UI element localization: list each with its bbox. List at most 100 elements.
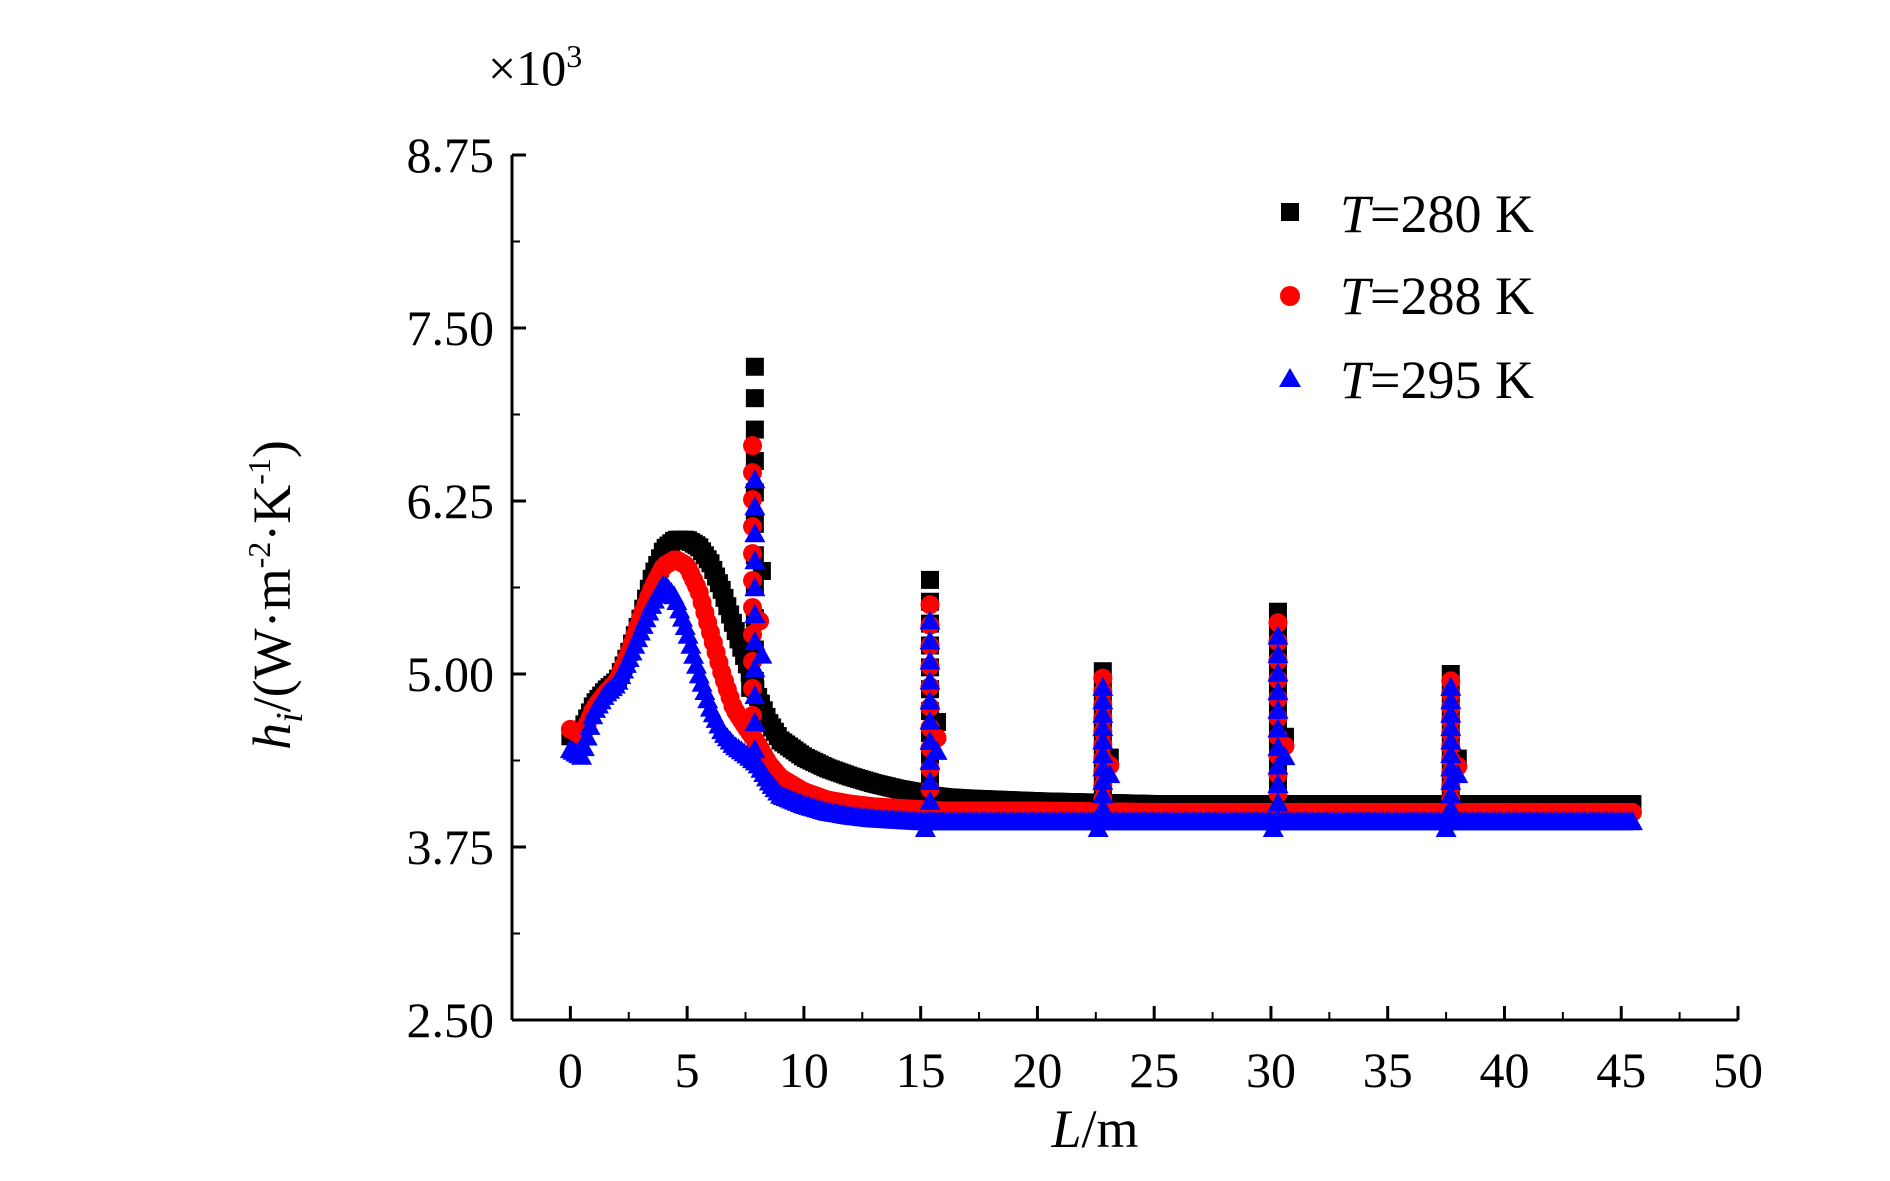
spike-point — [745, 420, 764, 439]
spike-point — [1440, 784, 1462, 804]
legend: T=280 K T=288 K T=295 K — [1279, 184, 1534, 410]
data-point — [1621, 811, 1643, 831]
spike-point — [1440, 730, 1462, 750]
spike-point — [1092, 717, 1114, 737]
spike-point — [1267, 773, 1289, 793]
spike-point — [745, 357, 764, 376]
spike-point — [744, 604, 766, 624]
y-tick-label: 7.50 — [407, 300, 495, 356]
x-tick-label: 40 — [1479, 1042, 1529, 1098]
y-tick-label: 6.25 — [407, 473, 495, 529]
spike-point — [744, 658, 766, 678]
spike-point — [926, 740, 948, 760]
spike-point — [1268, 613, 1288, 633]
spike-point — [1440, 797, 1462, 817]
spike-point — [739, 746, 761, 766]
spike-point — [1092, 730, 1114, 750]
spike-point — [1267, 644, 1289, 664]
spike-point — [1092, 703, 1114, 723]
spike-point — [1092, 784, 1114, 804]
spike-point — [1274, 746, 1296, 766]
y-tick-label: 5.00 — [407, 646, 495, 702]
spike-point — [1440, 717, 1462, 737]
spike-point — [1440, 690, 1462, 710]
spike-point — [1092, 797, 1114, 817]
spike-point — [1435, 818, 1457, 838]
y-multiplier-exponent: 3 — [566, 38, 582, 74]
spike-point — [919, 610, 941, 630]
spike-point — [1092, 676, 1114, 696]
spike-point — [1087, 818, 1109, 838]
spike-point — [920, 595, 940, 615]
spike-point — [1262, 818, 1284, 838]
data-point — [677, 624, 699, 644]
spike-point — [1447, 764, 1469, 784]
legend-label-288: T=288 K — [1340, 266, 1534, 326]
spike-point — [919, 710, 941, 730]
spike-point — [919, 690, 941, 710]
spike-point — [1267, 625, 1289, 645]
spike-point — [1440, 676, 1462, 696]
spike-point — [744, 685, 766, 705]
legend-label-280: T=280 K — [1340, 184, 1534, 244]
data-point — [683, 644, 705, 664]
spike-point — [1092, 690, 1114, 710]
spike-point — [744, 550, 766, 570]
spike-point — [914, 818, 936, 838]
spike-point — [743, 436, 763, 456]
axes: 0 5 10 15 20 25 30 35 40 45 50 2.50 3.75 5.00 6.25 7.5… — [407, 127, 1764, 1098]
spike-point — [1267, 662, 1289, 682]
x-tick-label: 50 — [1713, 1042, 1763, 1098]
spike-point — [744, 523, 766, 543]
y-axis-title: hi/(W·m-2·K-1) — [241, 440, 311, 750]
x-tick-label: 45 — [1596, 1042, 1646, 1098]
legend-label-295: T=295 K — [1340, 350, 1534, 410]
y-tick-label: 3.75 — [407, 819, 495, 875]
x-tick-label: 30 — [1246, 1042, 1296, 1098]
spike-point — [1440, 703, 1462, 723]
x-tick-label: 15 — [896, 1042, 946, 1098]
spike-point — [1092, 743, 1114, 763]
x-tick-label: 10 — [779, 1042, 829, 1098]
data-point — [576, 726, 598, 746]
legend-marker-288 — [1280, 286, 1300, 306]
legend-marker-280 — [1281, 203, 1299, 221]
data-point — [680, 634, 702, 654]
x-tick-label: 0 — [558, 1042, 583, 1098]
x-ticks: 0 5 10 15 20 25 30 35 40 45 50 — [511, 1006, 1763, 1098]
spike-point — [1267, 681, 1289, 701]
spike-point — [1267, 699, 1289, 719]
y-tick-label: 2.50 — [407, 992, 495, 1048]
y-ticks: 2.50 3.75 5.00 6.25 7.50 8.75 — [407, 127, 526, 1048]
spike-point — [745, 389, 764, 408]
spike-point — [919, 650, 941, 670]
spike-point — [1267, 718, 1289, 738]
x-tick-label: 35 — [1363, 1042, 1413, 1098]
spike-point — [744, 712, 766, 732]
y-multiplier: ×103 — [488, 38, 582, 96]
y-tick-label: 8.75 — [407, 127, 495, 183]
spike-point — [919, 770, 941, 790]
data-point — [573, 737, 595, 757]
legend-marker-295 — [1279, 368, 1301, 387]
spike-point — [1267, 792, 1289, 812]
spike-point — [919, 791, 941, 811]
spike-point — [751, 644, 773, 664]
spike-point — [919, 630, 941, 650]
series-2 — [559, 469, 1643, 838]
spike-point — [744, 469, 766, 489]
x-tick-label: 20 — [1012, 1042, 1062, 1098]
x-axis-title: L/m — [1050, 1099, 1138, 1159]
x-tick-label: 25 — [1129, 1042, 1179, 1098]
spike-point — [1440, 743, 1462, 763]
spike-point — [744, 631, 766, 651]
spike-point — [1099, 764, 1121, 784]
plot-area — [559, 357, 1643, 838]
spike-point — [744, 496, 766, 516]
x-tick-label: 5 — [675, 1042, 700, 1098]
data-point — [579, 715, 601, 735]
spike-point — [919, 750, 941, 770]
spike-point — [921, 570, 940, 589]
spike-point — [744, 577, 766, 597]
